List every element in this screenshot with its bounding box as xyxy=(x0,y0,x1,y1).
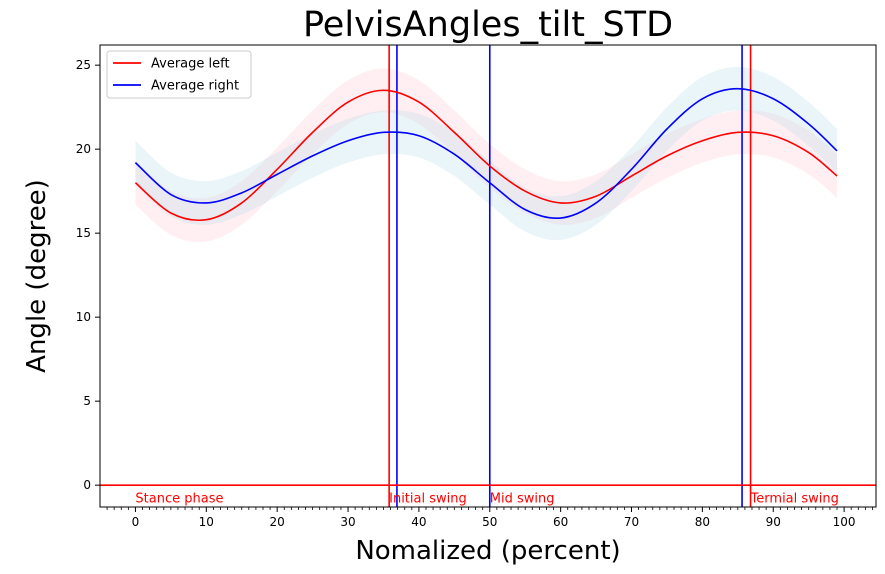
annotation-initial-swing: Initial swing xyxy=(389,492,467,507)
x-tick-label-10: 10 xyxy=(199,515,214,529)
phase-annotations: Stance phase Initial swing Mid swing Termia… xyxy=(135,492,838,507)
legend: Average left Average right xyxy=(106,50,252,99)
x-tick-label-50: 50 xyxy=(482,515,497,529)
y-tick-label-20: 20 xyxy=(76,142,91,156)
series-lines xyxy=(134,87,838,222)
std-bands xyxy=(135,66,838,243)
x-tick-label-0: 0 xyxy=(132,515,140,529)
std-band-average-right xyxy=(135,66,838,241)
phase-lines xyxy=(388,45,752,507)
x-tick-label-30: 30 xyxy=(340,515,355,529)
x-tick-label-80: 80 xyxy=(695,515,710,529)
y-tick-label-15: 15 xyxy=(76,226,91,240)
y-axis-title: Angle (degree) xyxy=(22,179,52,373)
chart-title: PelvisAngles_tilt_STD xyxy=(303,5,673,45)
annotation-mid-swing: Mid swing xyxy=(490,492,555,507)
y-tick-label-25: 25 xyxy=(76,58,91,72)
y-tick-label-5: 5 xyxy=(83,394,91,408)
x-tick-label-40: 40 xyxy=(411,515,426,529)
x-axis-ticks: 0 10 20 30 40 50 60 70 80 90 100 xyxy=(106,507,873,529)
x-tick-label-90: 90 xyxy=(766,515,781,529)
x-tick-label-20: 20 xyxy=(270,515,285,529)
y-tick-label-0: 0 xyxy=(83,478,91,492)
legend-label-average-right: Average right xyxy=(151,79,239,94)
legend-label-average-left: Average left xyxy=(151,57,230,72)
series-line-average-left xyxy=(134,89,838,222)
annotation-termial-swing: Termial swing xyxy=(750,492,839,507)
y-axis-ticks: 0 5 10 15 20 25 xyxy=(76,58,100,492)
y-tick-label-10: 10 xyxy=(76,310,91,324)
legend-box xyxy=(106,50,252,99)
axes-frame xyxy=(99,44,877,508)
x-tick-label-60: 60 xyxy=(553,515,568,529)
annotation-stance-phase: Stance phase xyxy=(135,492,223,507)
series-line-average-right xyxy=(134,87,838,220)
x-tick-label-70: 70 xyxy=(624,515,639,529)
std-band-average-left xyxy=(135,68,838,243)
x-axis-title: Nomalized (percent) xyxy=(355,536,620,566)
x-tick-label-100: 100 xyxy=(833,515,856,529)
